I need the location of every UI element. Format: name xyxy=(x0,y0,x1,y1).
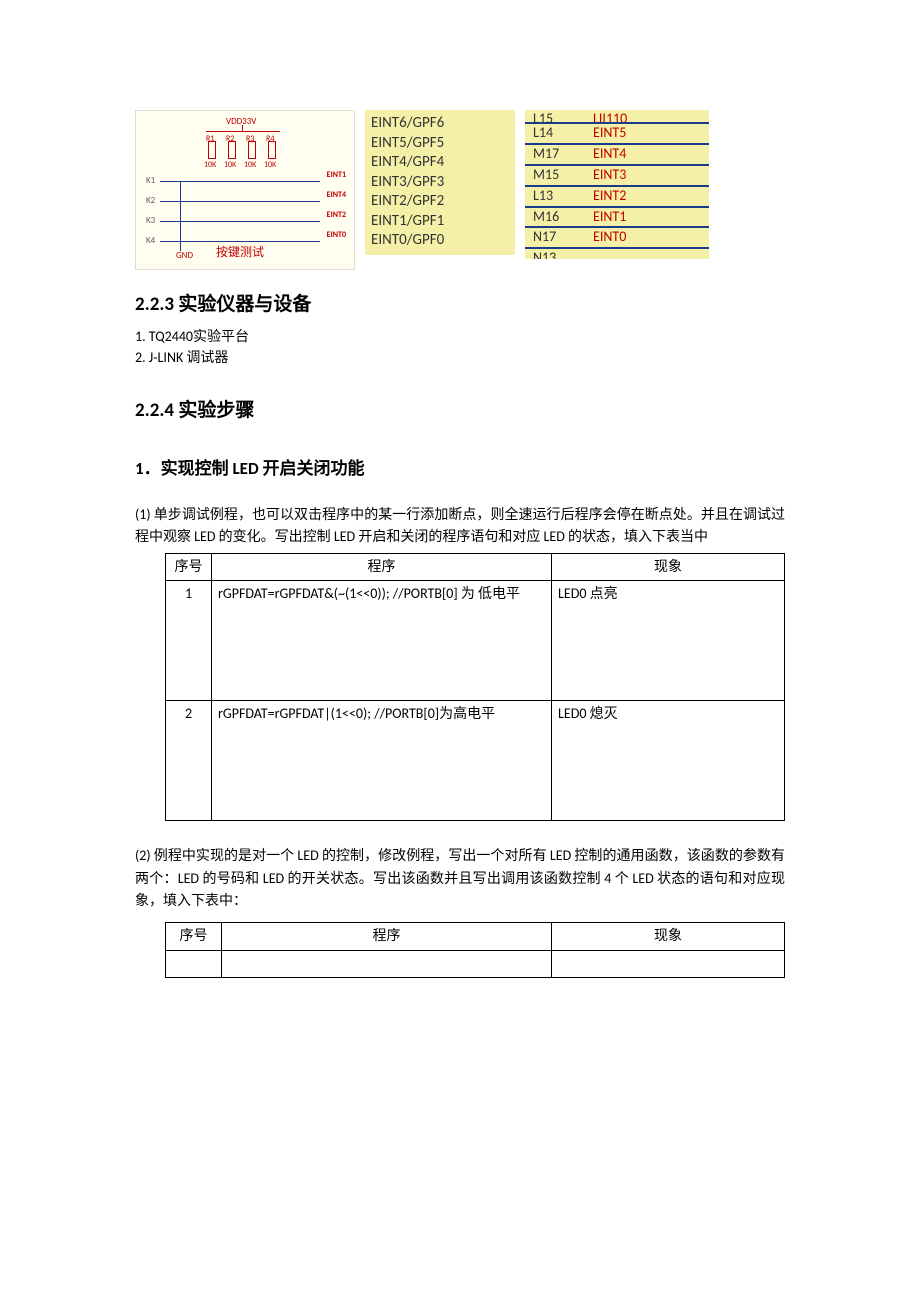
signal-item: EINT6/GPF6 xyxy=(371,114,509,134)
key-label: K1 xyxy=(146,174,155,188)
table-cell: LED0 点亮 xyxy=(552,581,785,701)
pin-code: N17 xyxy=(525,228,585,247)
signal-item: EINT0/GPF0 xyxy=(371,231,509,251)
pin-code: M16 xyxy=(525,208,585,227)
table-cell: rGPFDAT=rGPFDAT|(1<<0); //PORTB[0]为高电平 xyxy=(212,701,552,821)
pin-code: M15 xyxy=(525,166,585,185)
equipment-item: 1. TQ2440实验平台 xyxy=(135,326,785,347)
pin-code: L15 xyxy=(525,110,585,122)
paragraph-2: (2) 例程中实现的是对一个 LED 的控制，修改例程，写出一个对所有 LED … xyxy=(135,845,785,912)
equipment-item: 2. J-LINK 调试器 xyxy=(135,347,785,368)
paragraph-1: (1) 单步调试例程，也可以双击程序中的某一行添加断点，则全速运行后程序会停在断… xyxy=(135,504,785,549)
figures-row: VDD33V R1 R2 R3 R4 10K 10K 10K 10K K1 EI… xyxy=(135,110,785,270)
pin-name: EINT2 xyxy=(585,187,709,206)
eint-label: EINT4 xyxy=(327,189,346,202)
resistor-val: 10K xyxy=(244,159,256,172)
pin-code: N13 xyxy=(525,249,585,259)
table-cell: rGPFDAT=rGPFDAT&(~(1<<0)); //PORTB[0] 为 … xyxy=(212,581,552,701)
circuit-diagram: VDD33V R1 R2 R3 R4 10K 10K 10K 10K K1 EI… xyxy=(135,110,355,270)
table-header: 程序 xyxy=(222,923,552,950)
section-heading-223: 2.2.3 实验仪器与设备 xyxy=(135,290,785,320)
table-cell: 1 xyxy=(166,581,212,701)
key-label: K2 xyxy=(146,194,155,208)
pin-name: EINT1 xyxy=(585,208,709,227)
table-header: 序号 xyxy=(166,553,212,580)
key-label: K4 xyxy=(146,234,155,248)
table-header: 现象 xyxy=(552,553,785,580)
resistor-val: 10K xyxy=(204,159,216,172)
eint-label: EINT0 xyxy=(327,229,346,242)
experiment-table-1: 序号 程序 现象 1 rGPFDAT=rGPFDAT&(~(1<<0)); //… xyxy=(165,553,785,821)
pin-code: L14 xyxy=(525,124,585,143)
pin-name: EINT3 xyxy=(585,166,709,185)
signal-item: EINT2/GPF2 xyxy=(371,192,509,212)
eint-label: EINT2 xyxy=(327,209,346,222)
gnd-label: GND xyxy=(176,249,193,263)
table-header: 现象 xyxy=(552,923,785,950)
signal-item: EINT5/GPF5 xyxy=(371,134,509,154)
pin-name xyxy=(585,249,709,259)
pin-name: EINT0 xyxy=(585,228,709,247)
resistor-val: 10K xyxy=(224,159,236,172)
pins-table: L15 LII110 L14EINT5 M17EINT4 M15EINT3 L1… xyxy=(525,110,709,259)
signal-item: EINT4/GPF4 xyxy=(371,153,509,173)
table-cell: LED0 熄灭 xyxy=(552,701,785,821)
pin-name: LII110 xyxy=(585,110,709,122)
pin-name: EINT4 xyxy=(585,145,709,164)
table-header: 序号 xyxy=(166,923,222,950)
signals-list: EINT6/GPF6 EINT5/GPF5 EINT4/GPF4 EINT3/G… xyxy=(365,110,515,255)
eint-label: EINT1 xyxy=(327,169,346,182)
subsection-heading-1: 1．实现控制 LED 开启关闭功能 xyxy=(135,455,785,482)
signal-item: EINT1/GPF1 xyxy=(371,212,509,232)
table-cell: 2 xyxy=(166,701,212,821)
pin-name: EINT5 xyxy=(585,124,709,143)
signal-item: EINT3/GPF3 xyxy=(371,173,509,193)
table-header: 程序 xyxy=(212,553,552,580)
pin-code: L13 xyxy=(525,187,585,206)
experiment-table-2: 序号 程序 现象 xyxy=(165,922,785,978)
section-heading-224: 2.2.4 实验步骤 xyxy=(135,396,785,426)
key-label: K3 xyxy=(146,214,155,228)
pin-code: M17 xyxy=(525,145,585,164)
resistor-val: 10K xyxy=(264,159,276,172)
circuit-title: 按键测试 xyxy=(216,244,264,263)
